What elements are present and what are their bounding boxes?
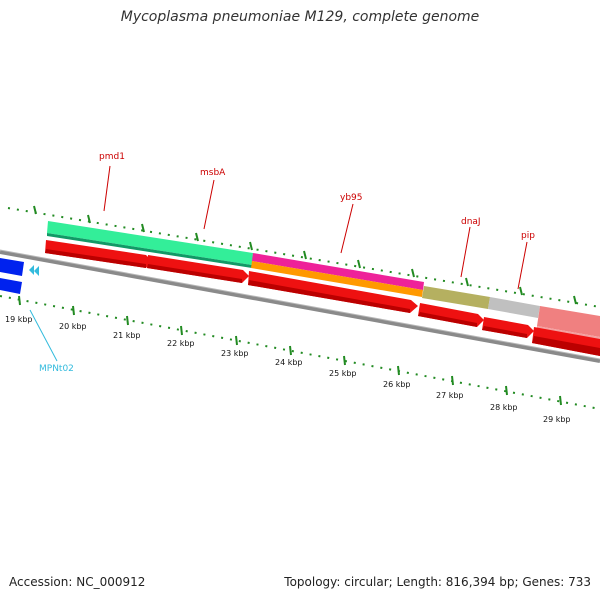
- backbone-highlight: [0, 249, 600, 360]
- upper-tick-major: [195, 232, 199, 242]
- label-mpnt02: MPNt02: [39, 364, 74, 374]
- lower-tick-major: [18, 295, 21, 306]
- label-pmd1: pmd1: [99, 152, 125, 162]
- lower-tick-track: [0, 295, 600, 410]
- label-pip: pip: [521, 231, 535, 241]
- cds-dnaj: [422, 286, 490, 309]
- gene-arrow: [248, 271, 418, 313]
- feature-labels: pmd1 msbA yb95 dnaJ pip MPNt02: [29, 152, 535, 374]
- gene-arrow: [482, 317, 534, 338]
- upper-tick-major: [465, 277, 469, 287]
- gene-track: [45, 240, 600, 356]
- label-dnaj: dnaJ: [461, 217, 481, 227]
- tick-label-28: 28 kbp: [490, 403, 518, 412]
- gene-arrow-shade: [418, 312, 477, 327]
- gene-arrow-shade: [482, 326, 527, 338]
- trna-block-upper: [0, 258, 24, 276]
- tick-label-27: 27 kbp: [436, 391, 464, 400]
- leader-yb95: [340, 203, 354, 254]
- lower-tick-major: [397, 365, 400, 376]
- accession-text: Accession: NC_000912: [9, 575, 146, 589]
- gene-arrow-shade: [248, 280, 410, 313]
- upper-tick-track: [7, 205, 600, 308]
- gene-arrow-shade: [532, 336, 600, 356]
- cds-pmd1-msba-edge: [47, 233, 252, 268]
- tick-label-21: 21 kbp: [113, 331, 141, 340]
- map-title: Mycoplasma pneumoniae M129, complete gen…: [120, 9, 480, 25]
- leader-msba: [203, 179, 215, 230]
- forward-cds-track: [47, 221, 600, 340]
- upper-tick-major: [519, 286, 523, 296]
- gene-arrow: [147, 255, 249, 283]
- tick-label-19: 19 kbp: [5, 315, 33, 324]
- upper-tick-dots: [7, 207, 600, 308]
- upper-tick-major: [33, 205, 37, 215]
- tick-label-26: 26 kbp: [383, 380, 411, 389]
- tick-label-23: 23 kbp: [221, 349, 249, 358]
- tick-label-24: 24 kbp: [275, 358, 303, 367]
- upper-tick-major: [87, 214, 91, 224]
- trna-track: [0, 258, 39, 294]
- tick-label-20: 20 kbp: [59, 322, 87, 331]
- cds-yb95: [252, 253, 424, 290]
- cds-yb95-lower: [251, 261, 423, 297]
- genome-backbone: [0, 249, 600, 363]
- tick-label-29: 29 kbp: [543, 415, 571, 424]
- lower-tick-major: [559, 395, 562, 406]
- backbone-line: [0, 250, 600, 363]
- upper-tick-major: [249, 241, 253, 251]
- kbp-labels: 19 kbp 20 kbp 21 kbp 22 kbp 23 kbp 24 kb…: [5, 315, 571, 424]
- lower-tick-major: [505, 385, 508, 396]
- upper-tick-major: [357, 259, 361, 269]
- leader-dnaj: [460, 226, 471, 278]
- leader-pip: [517, 241, 528, 290]
- lower-tick-major: [126, 315, 129, 326]
- upper-tick-major: [303, 250, 307, 260]
- label-yb95: yb95: [340, 193, 363, 203]
- cds-pmd1-msba: [47, 221, 253, 265]
- trna-block-lower: [0, 278, 22, 294]
- topology-text: Topology: circular; Length: 816,394 bp; …: [284, 575, 591, 589]
- gene-arrow-shade: [147, 264, 242, 283]
- upper-tick-major: [411, 268, 415, 278]
- lower-tick-major: [289, 345, 292, 356]
- tick-label-22: 22 kbp: [167, 339, 195, 348]
- cds-dnaj-grey: [488, 297, 540, 318]
- tick-label-25: 25 kbp: [329, 369, 357, 378]
- trna-arrow-2: [34, 266, 39, 276]
- lower-tick-major: [72, 305, 75, 316]
- leader-mpnt02: [29, 309, 58, 362]
- gene-arrow-shade: [45, 249, 146, 268]
- trna-arrow-1: [29, 265, 34, 275]
- label-msba: msbA: [200, 168, 226, 178]
- gene-arrow: [418, 303, 484, 327]
- lower-tick-major: [343, 355, 346, 366]
- upper-tick-major: [141, 223, 145, 233]
- upper-tick-major: [573, 295, 577, 305]
- lower-tick-major: [451, 375, 454, 386]
- leader-pmd1: [103, 165, 111, 212]
- lower-tick-major: [235, 335, 238, 346]
- cds-pip: [537, 306, 600, 337]
- lower-tick-major: [180, 325, 183, 336]
